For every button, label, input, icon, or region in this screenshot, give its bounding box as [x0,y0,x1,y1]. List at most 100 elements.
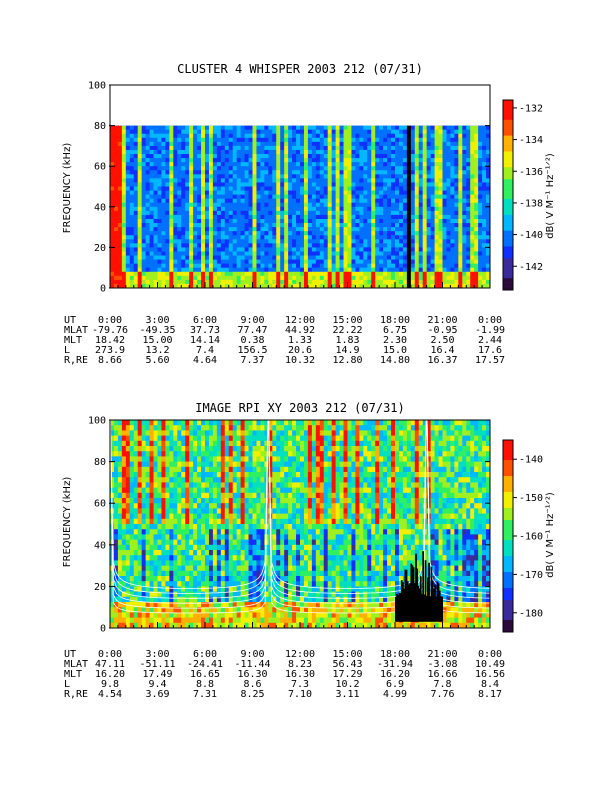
ephemeris-value: 16.37 [427,355,457,366]
ephemeris-value: 7.10 [288,689,312,700]
y-tick-label: 60 [94,162,106,173]
ephemeris-row-label: R,RE [64,689,88,700]
ephemeris-value: 12:00 [285,315,315,326]
ephemeris-value: 6:00 [193,315,217,326]
colorbar-tick-label: -140 [519,230,543,241]
ephemeris-value: -1.99 [475,325,505,336]
ephemeris-value: 7.3 [291,679,309,690]
y-axis-label: FREQUENCY (kHz) [62,143,73,234]
ephemeris-value: 0.38 [240,335,264,346]
ephemeris-row-label: L [64,345,70,356]
ephemeris-value: 9.4 [148,679,166,690]
y-tick-label: 80 [94,121,106,132]
ephemeris-value: 9.8 [101,679,119,690]
y-tick-label: 60 [94,499,106,510]
colorbar: -140 -150 -160 -170 -180 [502,439,543,633]
ephemeris-row-label: MLAT [64,325,88,336]
y-tick-label: 40 [94,202,106,213]
ephemeris-value: 56.43 [332,659,362,670]
ephemeris-value: 10.2 [335,679,359,690]
spectrogram-area [110,125,490,288]
ephemeris-value: 8.66 [98,355,122,366]
ephemeris-row-label: L [64,679,70,690]
ephemeris-value: 16.30 [237,669,267,680]
ephemeris-value: 17.57 [475,355,505,366]
ephemeris-value: 2.44 [478,335,502,346]
ephemeris-value: 15:00 [332,315,362,326]
ephemeris-value: 0:00 [98,649,122,660]
ephemeris-value: 9:00 [240,649,264,660]
ephemeris-value: 22.22 [332,325,362,336]
colorbar-tick-label: -170 [519,570,543,581]
ephemeris-value: 273.9 [95,345,125,356]
ephemeris-value: 44.92 [285,325,315,336]
ephemeris-row-label: R,RE [64,355,88,366]
ephemeris-value: 12.80 [332,355,362,366]
axes: 0 20 40 60 80 100 [88,416,491,635]
panel-title: CLUSTER 4 WHISPER 2003 212 (07/31) [177,62,423,76]
ephemeris-value: 16.20 [95,669,125,680]
ephemeris-value: 8.6 [243,679,261,690]
ephemeris-value: 6.75 [383,325,407,336]
colorbar-tick-label: -150 [519,493,543,504]
y-tick-label: 20 [94,243,106,254]
ephemeris-value: 7.37 [240,355,264,366]
colorbar: -132 -134 -136 -138 -140 -142 [502,99,543,291]
colorbar-tick-label: -136 [519,167,543,178]
ephemeris-value: -3.08 [427,659,457,670]
ephemeris-value: 3:00 [145,649,169,660]
ephemeris-value: -11.44 [234,659,270,670]
ephemeris-value: 9:00 [240,315,264,326]
colorbar-tick-label: -134 [519,135,543,146]
ephemeris-value: 37.73 [190,325,220,336]
ephemeris-value: 3.69 [145,689,169,700]
ephemeris-value: 15.0 [383,345,407,356]
ephemeris-table: UT 0:00 3:00 6:00 9:00 12:00 15:00 18:00 21:00 0:… [64,649,505,700]
ephemeris-value: -31.94 [377,659,413,670]
ephemeris-value: 4.54 [98,689,122,700]
ephemeris-value: 16.56 [475,669,505,680]
ephemeris-value: 7.31 [193,689,217,700]
y-tick-label: 40 [94,540,106,551]
ephemeris-value: 2.50 [430,335,454,346]
ephemeris-value: 156.5 [237,345,267,356]
y-tick-label: 0 [100,624,106,635]
colorbar-tick-label: -160 [519,532,543,543]
ephemeris-value: 17.49 [142,669,172,680]
ephemeris-value: 8.4 [481,679,499,690]
ephemeris-value: 77.47 [237,325,267,336]
colorbar-tick-label: -180 [519,608,543,619]
colorbar-tick-label: -142 [519,262,543,273]
ephemeris-value: 47.11 [95,659,125,670]
colorbar-tick-label: -132 [519,103,543,114]
ephemeris-value: 8.25 [240,689,264,700]
ephemeris-table: UT 0:00 3:00 6:00 9:00 12:00 15:00 18:00 21:00 0:… [64,315,505,366]
ephemeris-value: 5.60 [145,355,169,366]
ephemeris-value: 2.30 [383,335,407,346]
ephemeris-value: 21:00 [427,315,457,326]
ephemeris-value: 4.99 [383,689,407,700]
panel-title: IMAGE RPI XY 2003 212 (07/31) [195,401,405,415]
ephemeris-value: 15.00 [142,335,172,346]
ephemeris-value: 0:00 [478,649,502,660]
ephemeris-value: 18.42 [95,335,125,346]
ephemeris-value: 17.29 [332,669,362,680]
ephemeris-value: 18:00 [380,649,410,660]
y-axis-label: FREQUENCY (kHz) [62,477,73,568]
ephemeris-value: 3:00 [145,315,169,326]
ephemeris-value: 14.80 [380,355,410,366]
ephemeris-value: 7.8 [433,679,451,690]
y-tick-label: 100 [88,81,106,92]
ephemeris-value: 0:00 [98,315,122,326]
cluster-whisper-panel: CLUSTER 4 WHISPER 2003 212 (07/31) FREQU… [62,62,556,366]
ephemeris-row-label: MLT [64,669,82,680]
ephemeris-value: 0:00 [478,315,502,326]
ephemeris-value: 10.32 [285,355,315,366]
ephemeris-value: 7.4 [196,345,214,356]
colorbar-label: dB( V M⁻¹ Hz⁻¹ᐟ²) [545,153,556,239]
ephemeris-value: 16.30 [285,669,315,680]
ephemeris-value: 16.65 [190,669,220,680]
colorbar-tick-label: -140 [519,455,543,466]
ephemeris-value: 17.6 [478,345,502,356]
ephemeris-value: -51.11 [139,659,175,670]
